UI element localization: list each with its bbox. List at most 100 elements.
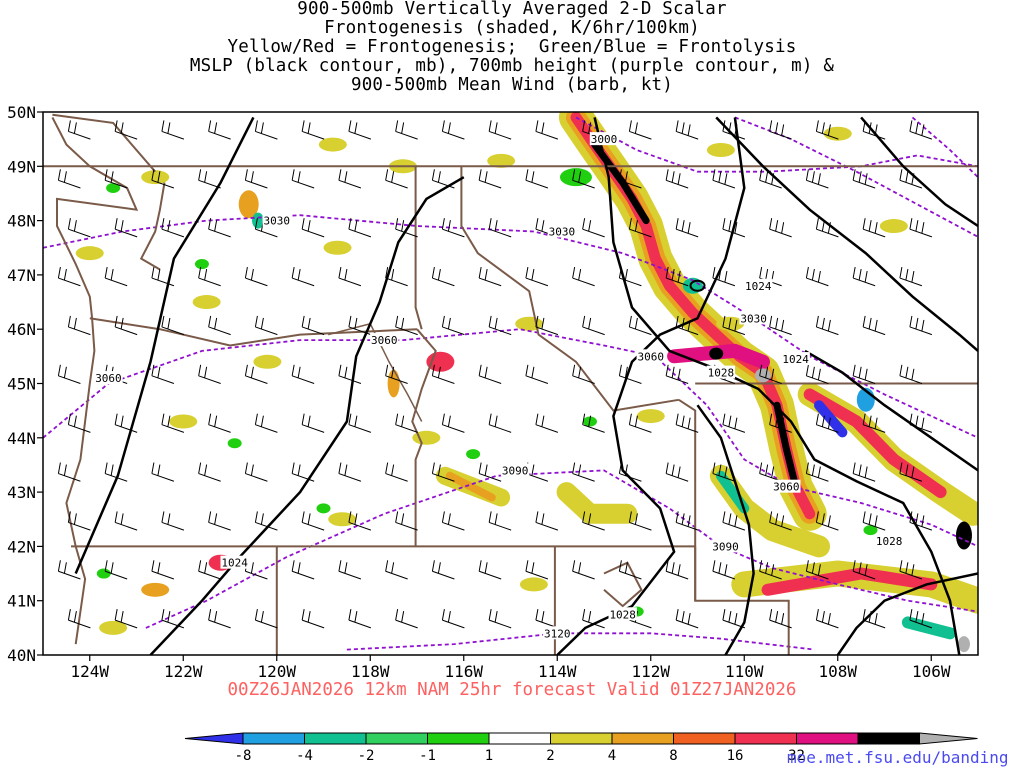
wind-barb <box>852 169 876 189</box>
contour-label: 3090 <box>712 540 739 553</box>
wind-barb <box>675 413 699 433</box>
contour-label: 3030 <box>549 225 576 238</box>
wind-barb <box>441 609 465 629</box>
contour-label-bg <box>589 132 619 146</box>
wind-barb <box>618 560 642 580</box>
colorbar-arrow-high <box>919 732 978 745</box>
colorbar: -8 -4 -2 -1 1 2 4 8 16 32 <box>184 732 978 764</box>
contour-label: 3120 <box>544 627 571 640</box>
frontogenesis-patch-yellow <box>879 219 908 234</box>
wind-barb <box>348 413 372 433</box>
wind-barb <box>254 511 278 531</box>
frontogenesis-patch-yellow <box>99 620 128 635</box>
colorbar-swatch <box>734 732 797 745</box>
contour-label-bg <box>874 533 904 547</box>
wind-barb <box>67 609 91 629</box>
colorbar-swatch <box>304 732 367 745</box>
mslp-contour <box>149 176 465 655</box>
wind-barb <box>525 560 549 580</box>
wind-barb <box>478 169 502 189</box>
wind-barb <box>161 511 185 531</box>
colorbar-label: 16 <box>727 748 744 764</box>
wind-barb <box>291 560 315 580</box>
wind-barb <box>198 364 221 384</box>
mslp-contour <box>804 349 978 472</box>
frontogenesis-max-gray <box>754 368 771 383</box>
wind-barb <box>57 364 81 384</box>
wind-barb <box>254 413 278 433</box>
wind-barb <box>254 315 278 336</box>
wind-barb <box>909 413 933 433</box>
wind-barb <box>301 511 325 531</box>
wind-barb <box>104 266 128 287</box>
wind-barb <box>114 609 138 629</box>
wind-barb <box>395 609 418 629</box>
frontogenesis-patch-orange <box>387 369 400 398</box>
wind-barb <box>488 120 512 140</box>
colorbar-swatch <box>611 732 674 745</box>
colorbar-label: -1 <box>419 748 436 764</box>
contour-label: 3060 <box>371 334 398 347</box>
contour-label-bg <box>772 479 801 493</box>
wind-barb <box>665 169 689 189</box>
y-tick-label: 40N <box>7 646 36 665</box>
wind-barb <box>198 169 221 189</box>
frontolysis-patch-green <box>559 168 592 187</box>
wind-barb <box>104 169 128 189</box>
wind-barb <box>114 120 138 140</box>
wind-barb <box>769 218 792 238</box>
wind-barb <box>57 266 81 287</box>
colorbar-label: 4 <box>608 748 616 764</box>
great-salt-lake <box>603 561 643 608</box>
frontogenesis-patch-yellow <box>192 295 221 310</box>
wind-barb <box>385 266 408 287</box>
frontogenesis-max-black <box>955 521 972 550</box>
wind-barb <box>852 364 876 384</box>
wind-barb <box>431 169 455 189</box>
wind-barb <box>478 364 502 384</box>
wind-barb <box>348 511 372 531</box>
contour-labels: 1024 1028 1028 1024 1024 1028 3000 3030 3030 3030… <box>94 132 904 640</box>
wind-barb <box>57 169 81 189</box>
wind-barb <box>57 560 81 580</box>
wind-barb <box>769 511 792 531</box>
wind-barb <box>862 315 886 336</box>
frontolysis-patch-green <box>96 568 111 579</box>
wind-barb <box>395 413 418 433</box>
river <box>328 322 423 422</box>
wind-barb <box>769 120 792 140</box>
wind-barb <box>909 609 933 629</box>
state-border <box>694 546 790 655</box>
wind-barb <box>572 462 595 482</box>
wind-barb <box>67 120 91 140</box>
frontolysis-patch-green <box>194 259 209 270</box>
wind-barb <box>244 364 268 384</box>
contour-label: 3060 <box>95 372 122 385</box>
wind-barb <box>899 364 923 384</box>
contour-label: 3030 <box>264 215 291 228</box>
wind-barb <box>291 462 315 482</box>
wind-barb <box>441 120 465 140</box>
wind-barb <box>114 218 138 238</box>
wind-barb <box>628 511 652 531</box>
y-tick-label: 46N <box>7 320 36 339</box>
colorbar-swatch <box>427 732 490 745</box>
wind-barb <box>348 315 372 336</box>
height-contour <box>911 116 978 178</box>
contour-label-bg <box>744 278 773 292</box>
contour-label-bg <box>711 539 740 553</box>
frontogenesis-band-orange <box>445 471 496 502</box>
wind-barb <box>151 169 175 189</box>
wind-barb <box>862 609 886 629</box>
wind-barb <box>385 560 408 580</box>
wind-barb <box>198 266 221 287</box>
y-tick-label: 44N <box>7 429 36 448</box>
wind-barb <box>712 266 736 287</box>
wind-barb <box>291 364 315 384</box>
colorbar-label: 32 <box>788 748 805 764</box>
state-border <box>89 317 418 347</box>
frontogenesis-patch-yellow <box>706 143 735 158</box>
frontogenesis-patch-orange <box>238 190 259 219</box>
wind-barb <box>301 120 325 140</box>
wind-barb <box>899 169 923 189</box>
